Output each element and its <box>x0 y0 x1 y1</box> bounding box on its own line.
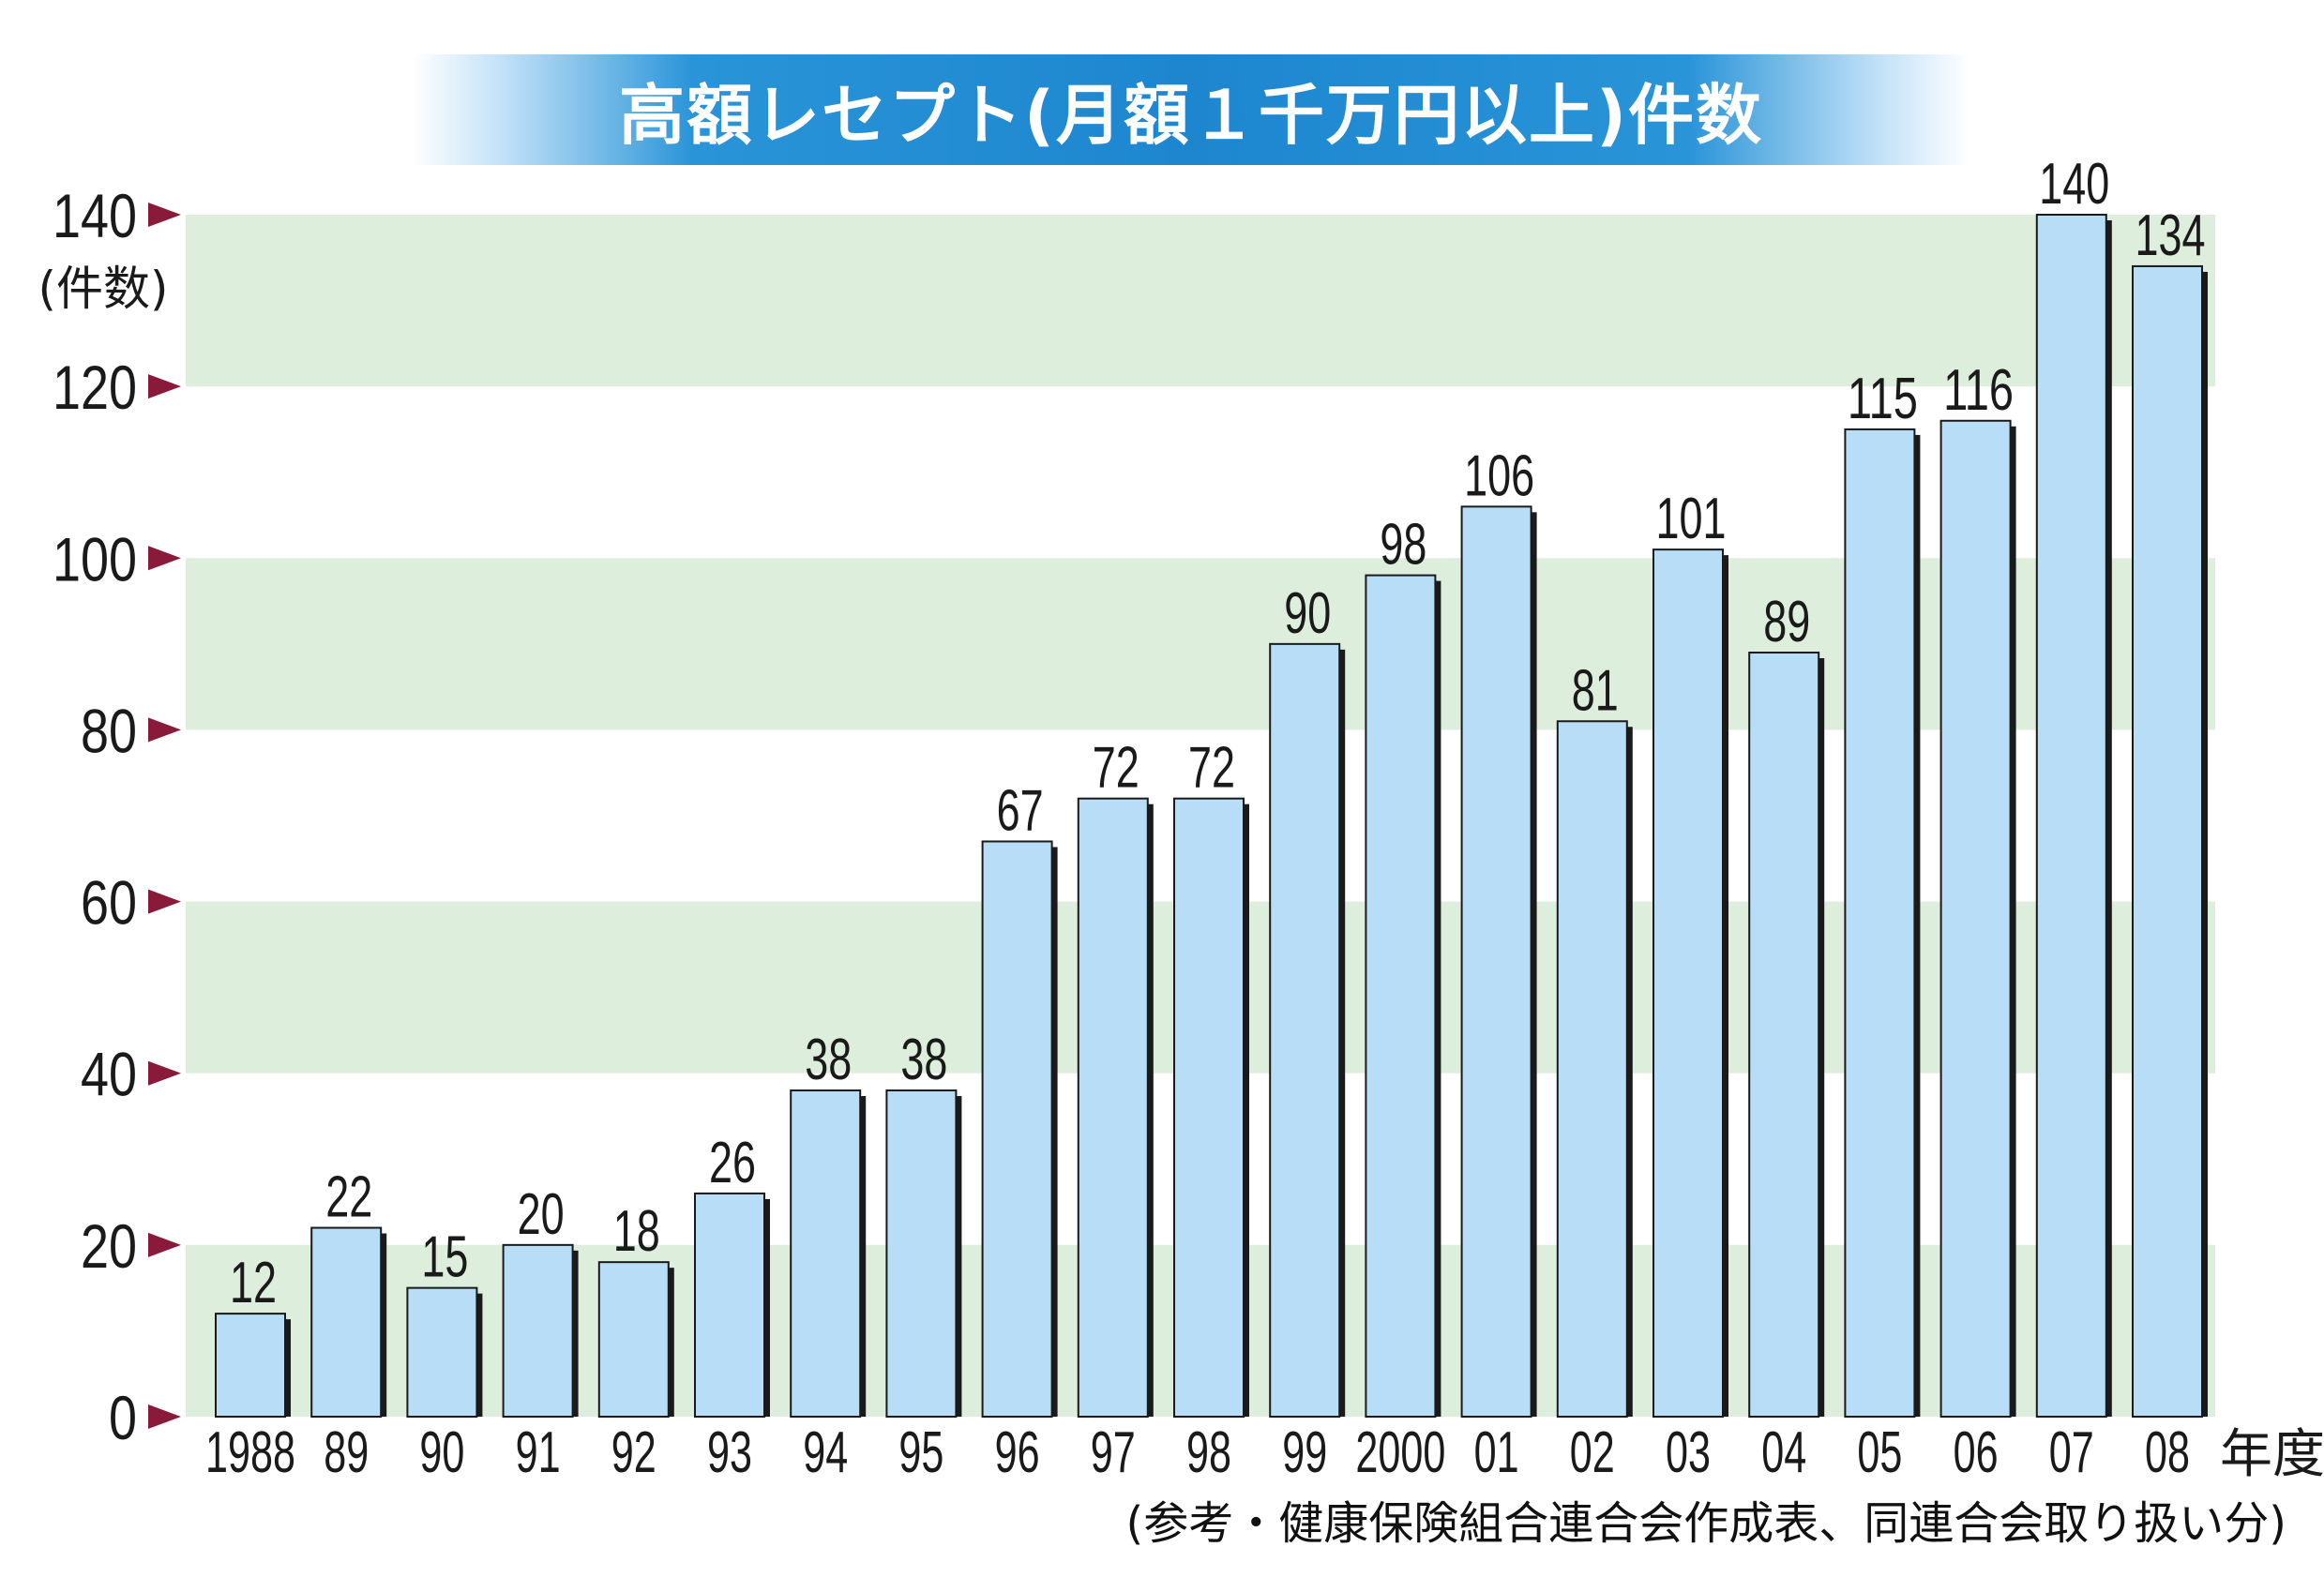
y-tick-arrow <box>148 717 181 743</box>
data-label: 106 <box>1464 443 1534 508</box>
y-tick-arrow <box>148 374 181 399</box>
x-tick-label: 90 <box>419 1420 464 1485</box>
y-tick-arrow <box>148 1060 181 1086</box>
x-tick-label: 01 <box>1474 1420 1519 1485</box>
data-labels: 12 22 15 20 18 26 38 38 67 72 72 90 98 106 81 101 89 115 1… <box>230 152 2206 1315</box>
x-axis-unit: 年度 <box>2220 1424 2324 1485</box>
data-label: 72 <box>1188 736 1235 801</box>
y-tick-arrow <box>148 1404 181 1429</box>
grid-band <box>186 215 2215 387</box>
x-tick-label: 2000 <box>1355 1420 1445 1485</box>
bar <box>310 1226 383 1418</box>
bar <box>597 1261 670 1418</box>
bars <box>215 214 2208 1419</box>
y-tick-label: 0 <box>109 1383 137 1452</box>
data-label: 72 <box>1093 736 1139 801</box>
bar <box>885 1089 958 1418</box>
data-label: 38 <box>900 1028 947 1092</box>
x-tick-label: 91 <box>516 1420 561 1485</box>
data-label: 90 <box>1284 581 1331 646</box>
y-tick-label: 40 <box>81 1040 137 1109</box>
bar <box>1365 574 1437 1418</box>
y-tick-label: 20 <box>81 1211 137 1281</box>
source-note: (参考・健康保険組合連合会作成表、同連合会取り扱い分) <box>1125 1497 2286 1550</box>
data-label: 89 <box>1763 590 1810 654</box>
bar <box>790 1089 862 1418</box>
data-label: 38 <box>805 1028 852 1092</box>
bar <box>1652 548 1724 1418</box>
x-tick-label: 89 <box>324 1420 369 1485</box>
y-tick-label: 60 <box>81 868 137 938</box>
data-label: 15 <box>421 1225 468 1290</box>
bar <box>694 1192 765 1419</box>
data-label: 67 <box>997 778 1044 843</box>
x-tick-label: 1988 <box>205 1420 295 1485</box>
y-tick-arrow <box>148 203 181 227</box>
bar <box>1939 419 2012 1418</box>
x-tick-label: 94 <box>803 1420 848 1485</box>
bar <box>1844 428 1916 1418</box>
data-label: 26 <box>709 1131 756 1195</box>
bar <box>981 840 1053 1418</box>
bar <box>1556 720 1628 1418</box>
y-tick-arrow <box>148 546 181 571</box>
data-label: 12 <box>230 1251 277 1315</box>
x-tick-label: 02 <box>1570 1420 1615 1485</box>
x-tick-label: 06 <box>1954 1420 1999 1485</box>
bar <box>1269 642 1341 1418</box>
data-label: 22 <box>325 1165 372 1230</box>
bar <box>406 1286 478 1418</box>
x-tick-label: 99 <box>1282 1420 1327 1485</box>
x-axis: 1988 89 90 91 92 93 94 95 96 97 98 99 2000 01 02 03 04 05… <box>205 1420 2324 1485</box>
bar <box>1077 797 1149 1418</box>
x-tick-label: 04 <box>1761 1420 1806 1485</box>
x-tick-label: 07 <box>2049 1420 2094 1485</box>
data-label: 134 <box>2135 203 2206 268</box>
bar <box>215 1313 286 1418</box>
data-label: 20 <box>518 1182 565 1247</box>
data-label: 18 <box>613 1199 660 1264</box>
x-tick-label: 93 <box>707 1420 752 1485</box>
bar <box>2035 214 2107 1418</box>
x-tick-label: 08 <box>2145 1420 2190 1485</box>
bar <box>502 1243 574 1419</box>
x-tick-label: 96 <box>995 1420 1040 1485</box>
data-label: 140 <box>2039 152 2109 217</box>
x-tick-label: 98 <box>1186 1420 1231 1485</box>
title-band: 高額レセプト(月額１千万円以上)件数 <box>413 54 1969 165</box>
y-tick-arrow <box>148 1232 181 1257</box>
x-tick-label: 03 <box>1666 1420 1711 1485</box>
y-tick-label: 80 <box>81 696 137 765</box>
y-tick-label: 120 <box>53 353 137 422</box>
y-axis-label: (件数) <box>38 262 168 316</box>
data-label: 116 <box>1943 358 2014 423</box>
chart-title: 高額レセプト(月額１千万円以上)件数 <box>619 76 1763 154</box>
data-label: 98 <box>1380 513 1426 578</box>
data-label: 115 <box>1848 367 1918 431</box>
y-tick-label: 100 <box>53 524 137 593</box>
y-axis: 0 20 40 60 80 100 120 140 (件数) <box>38 181 181 1452</box>
y-tick-arrow <box>148 889 181 914</box>
data-label: 81 <box>1572 658 1619 723</box>
bar <box>2132 264 2203 1418</box>
bar <box>1748 652 1820 1418</box>
bar <box>1173 797 1245 1418</box>
x-tick-label: 97 <box>1091 1420 1136 1485</box>
y-tick-label: 140 <box>53 181 137 250</box>
x-tick-label: 92 <box>611 1420 656 1485</box>
bar <box>1460 505 1532 1418</box>
x-tick-label: 05 <box>1857 1420 1902 1485</box>
x-tick-label: 95 <box>898 1420 943 1485</box>
data-label: 101 <box>1656 487 1727 551</box>
